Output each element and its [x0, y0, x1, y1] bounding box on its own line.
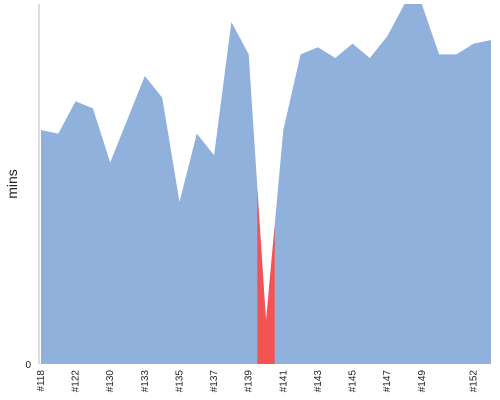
x-tick-label: #149 — [417, 370, 428, 393]
failed-build-area — [257, 187, 275, 364]
x-tick-label: #152 — [469, 370, 480, 393]
y-axis-title: mins — [4, 169, 20, 199]
x-tick-label: #147 — [382, 370, 393, 393]
x-tick-label: #122 — [71, 370, 82, 393]
x-tick-label: #130 — [105, 370, 116, 393]
x-tick-label: #143 — [313, 370, 324, 393]
x-tick-label: #137 — [209, 370, 220, 393]
x-tick-label: #135 — [175, 370, 186, 393]
x-axis-ticks: #118 #122 #130 #133 #135 #137 #139 #141 #143 #145… — [36, 370, 480, 393]
area-series — [41, 4, 491, 364]
x-tick-label: #139 — [244, 370, 255, 393]
y-tick-label: 0 — [25, 360, 31, 371]
x-tick-label: #118 — [36, 370, 47, 392]
x-tick-label: #133 — [140, 370, 151, 393]
plot-area — [41, 4, 491, 364]
x-tick-label: #145 — [348, 370, 359, 393]
x-tick-label: #141 — [278, 370, 289, 393]
